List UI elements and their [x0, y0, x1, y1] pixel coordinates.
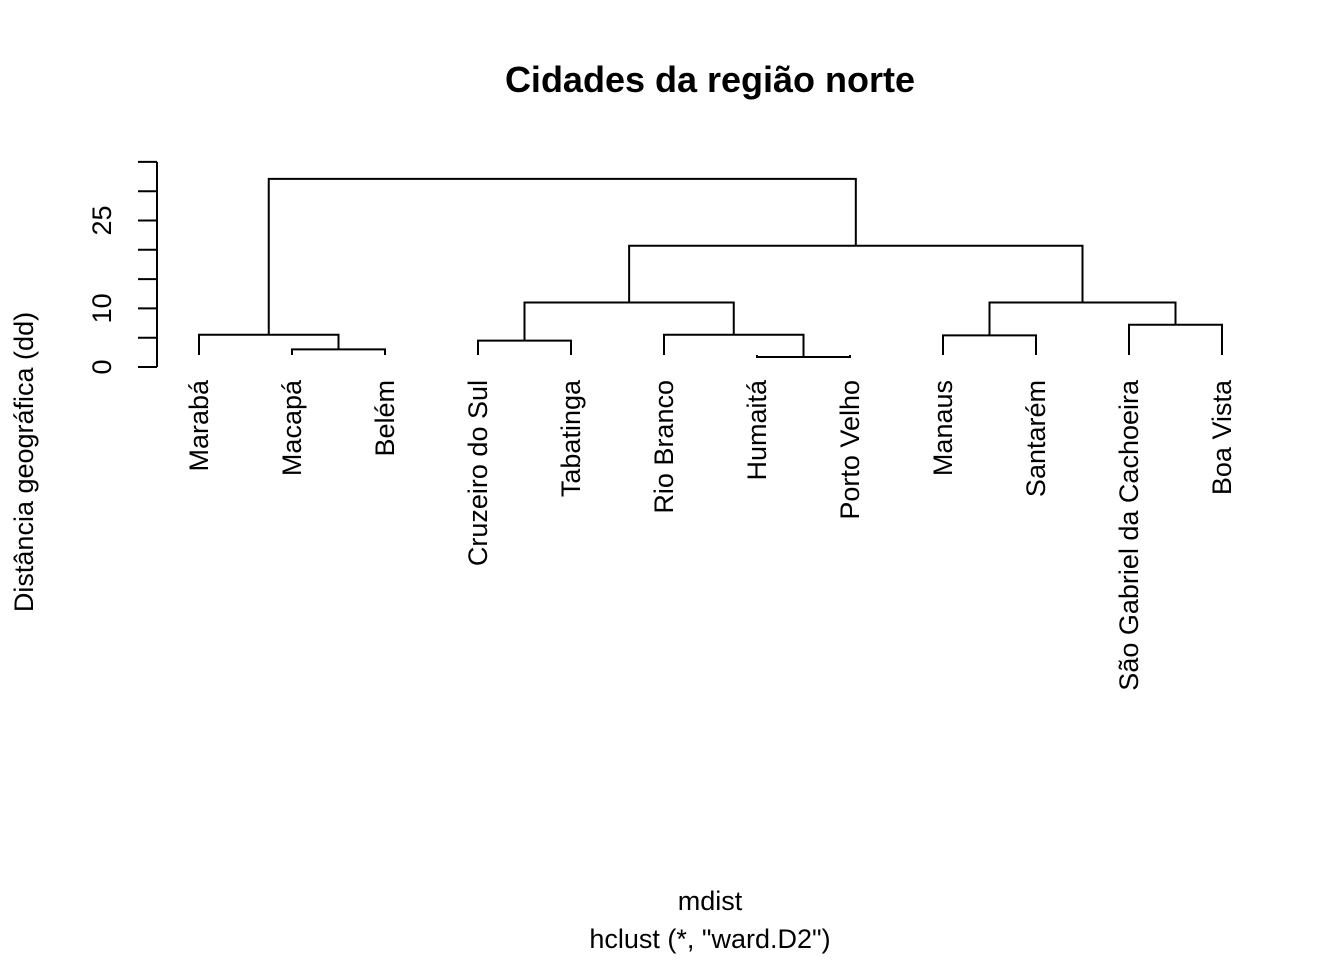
- dendrogram-branch: [291, 348, 386, 355]
- leaf-labels: Marabá Macapá Belém Cruzeiro do Sul Tabating…: [184, 379, 1237, 691]
- leaf-label: Macapá: [277, 379, 307, 476]
- dendrogram-branch: [988, 301, 1177, 336]
- leaf-label: Humaitá: [742, 379, 772, 481]
- x-axis-label: mdist: [678, 886, 743, 916]
- leaf-label: Rio Branco: [649, 380, 679, 514]
- leaf-label: Tabatinga: [556, 379, 586, 497]
- leaf-label: Belém: [370, 380, 400, 457]
- dendrogram-branches: [198, 177, 1223, 359]
- y-tick-label: 0: [87, 359, 117, 374]
- dendrogram-branch: [477, 339, 572, 355]
- leaf-label: Manaus: [928, 380, 958, 476]
- dendrogram-branch: [267, 177, 857, 335]
- dendrogram-branch: [198, 333, 340, 355]
- y-axis: 0 10 25: [87, 160, 158, 375]
- y-tick-label: 25: [87, 205, 117, 235]
- dendrogram-branch: [942, 334, 1037, 355]
- leaf-label: Santarém: [1021, 380, 1051, 497]
- y-axis-label: Distância geográfica (dd): [9, 312, 39, 612]
- method-sublabel: hclust (*, "ward.D2"): [589, 924, 830, 954]
- dendrogram-branch: [1128, 323, 1223, 355]
- leaf-label: São Gabriel da Cachoeira: [1114, 379, 1144, 691]
- y-tick-label: 10: [87, 293, 117, 323]
- chart-title: Cidades da região norte: [505, 59, 915, 100]
- dendrogram-branch: [663, 333, 805, 358]
- dendrogram-branch: [628, 244, 1084, 303]
- leaf-label: Marabá: [184, 379, 214, 472]
- leaf-label: Boa Vista: [1207, 379, 1237, 495]
- leaf-label: Cruzeiro do Sul: [463, 380, 493, 566]
- leaf-label: Porto Velho: [835, 380, 865, 520]
